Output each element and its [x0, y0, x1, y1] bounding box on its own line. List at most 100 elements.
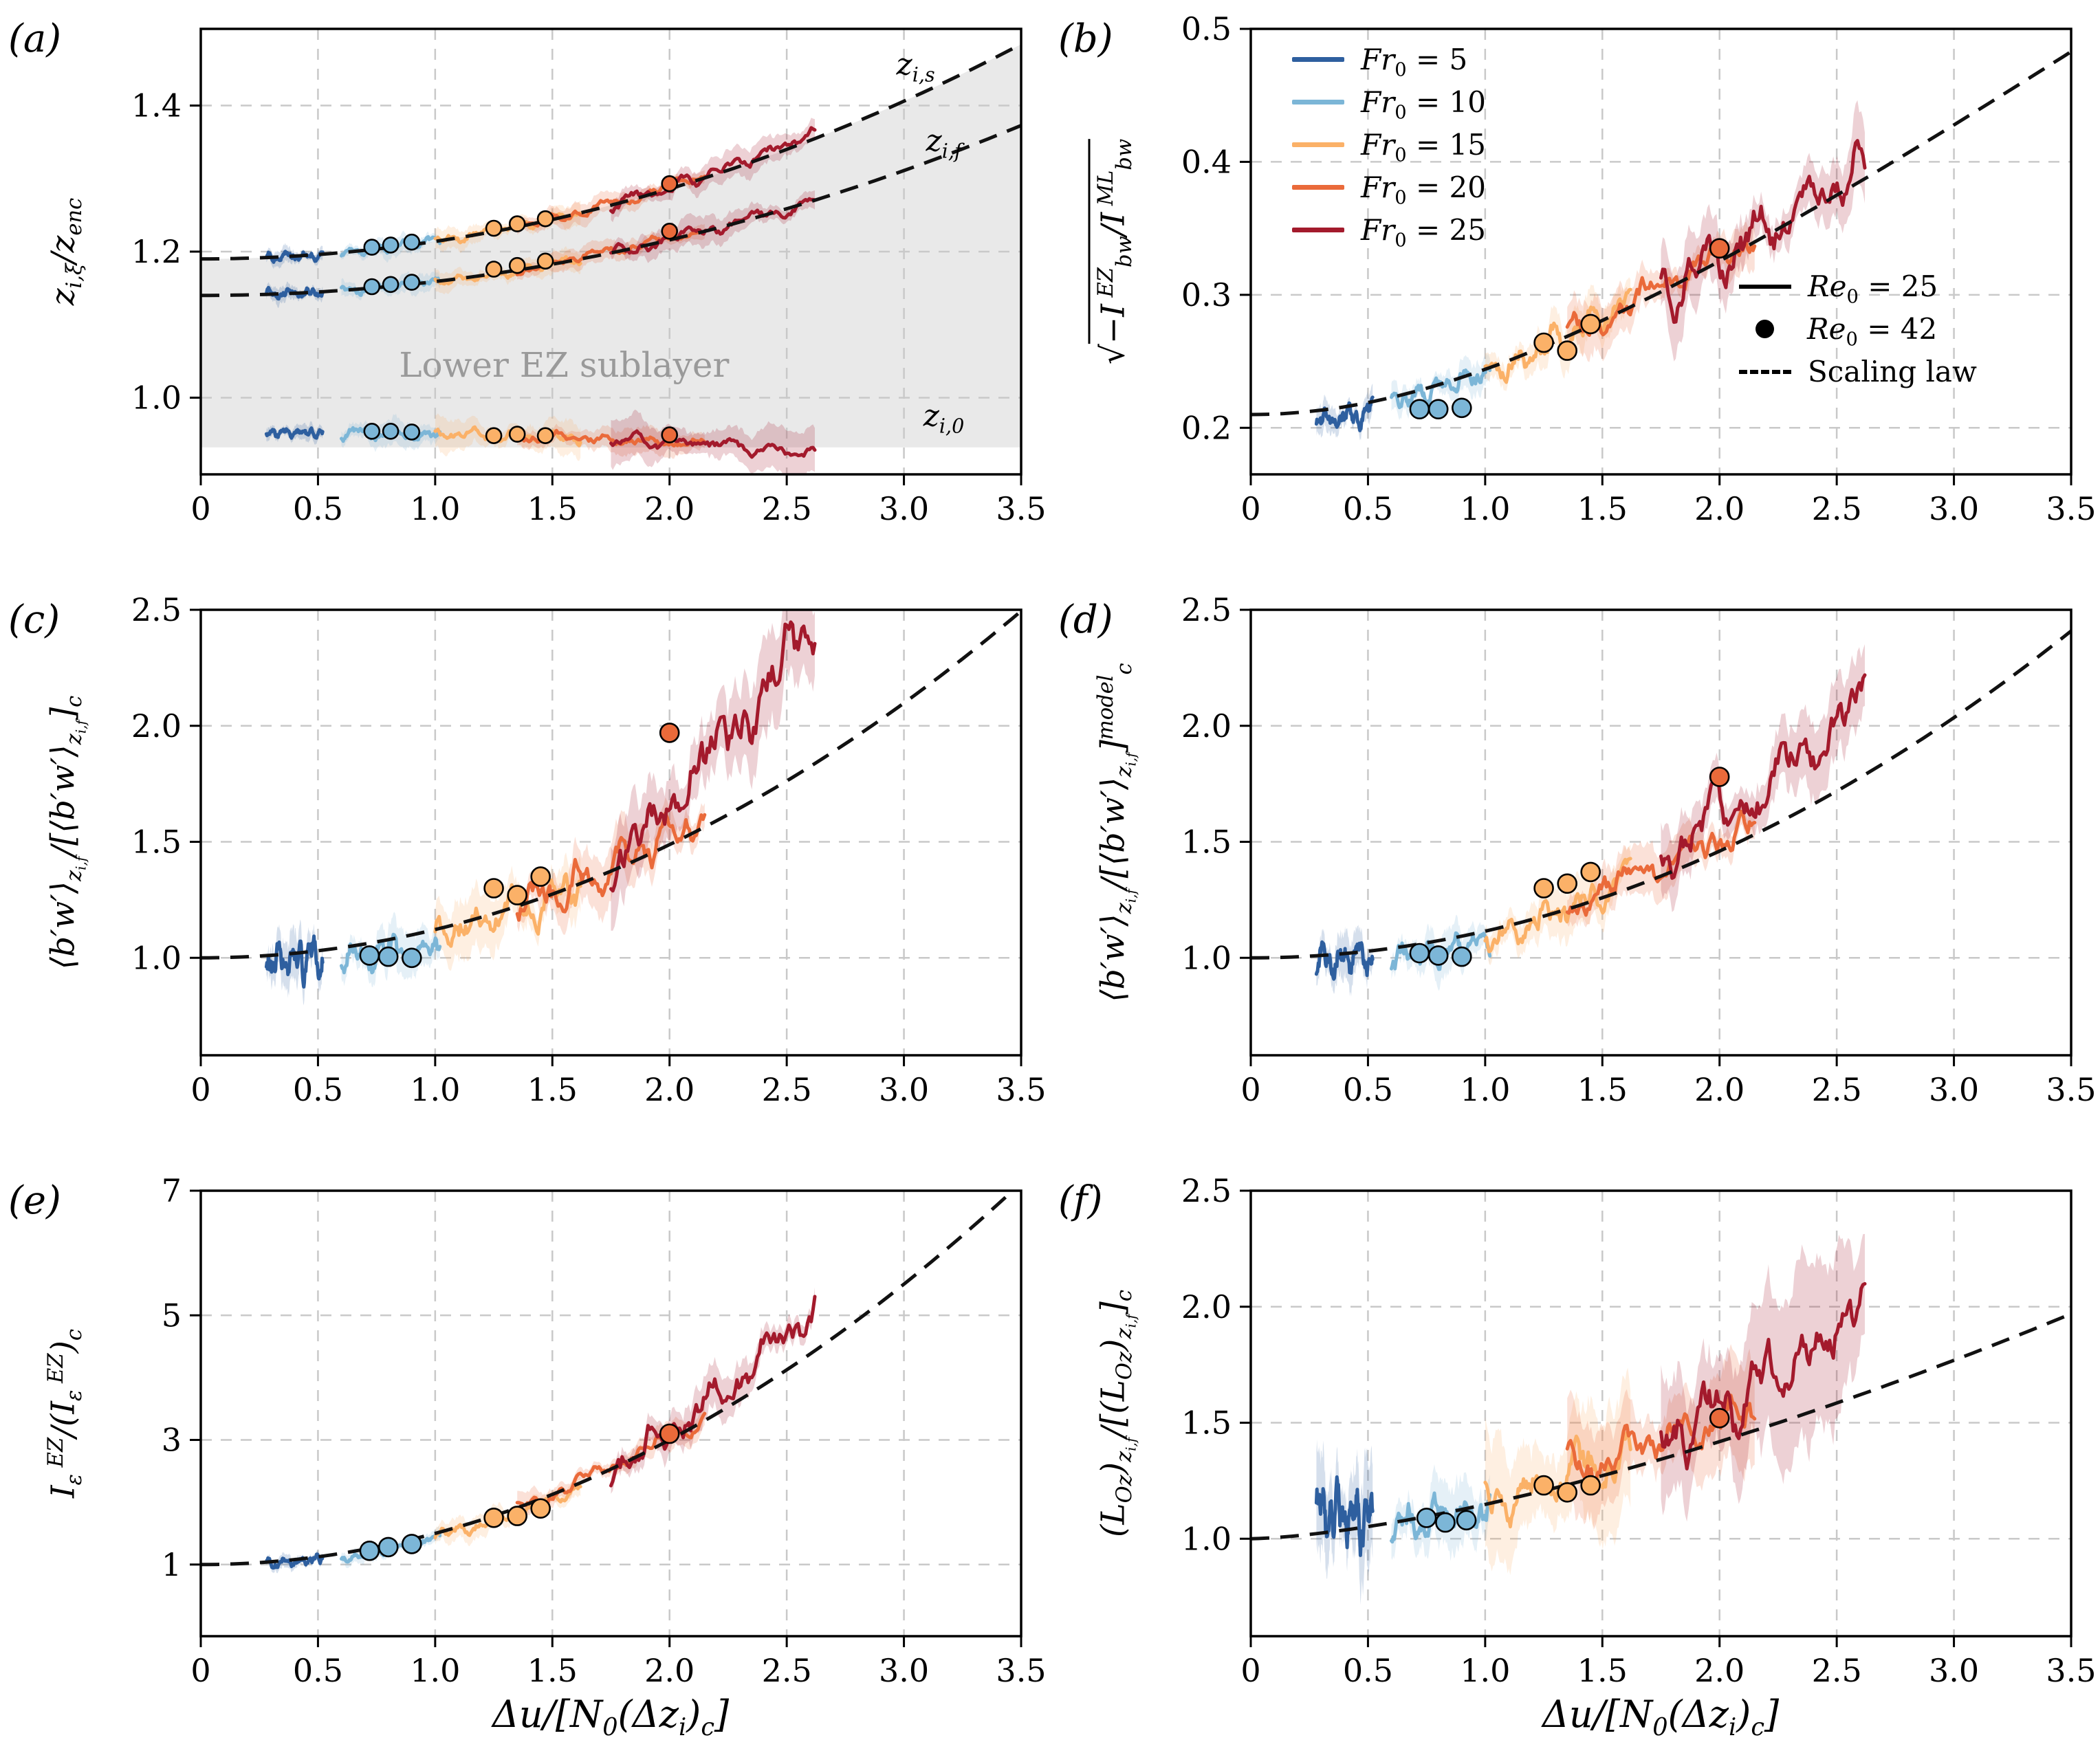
panel-d: (d) ⟨b′w′⟩zi,f/[⟨b′w′⟩zi,f]modelc 0 0.5 1.…	[1050, 581, 2100, 1162]
series-fr5	[1314, 940, 1375, 981]
legend-label: Fr0 = 5	[1361, 43, 1468, 81]
legend-line-icon	[1739, 284, 1791, 289]
series-fr5	[1314, 395, 1375, 432]
panel-a-chart: 0 0.5 1.0 1.5 2.0 2.5 3.0 3.5 1.0 1.2 1.4	[131, 27, 1047, 527]
marker-fr15	[1580, 861, 1601, 883]
legend-entry: Fr0 = 25	[1292, 213, 1486, 250]
x-axis-label: Δu/[N0(Δzi)c]	[1542, 1693, 1780, 1741]
legend-entry: Fr0 = 20	[1292, 170, 1486, 208]
band-fr15	[435, 852, 581, 971]
legend-label: Fr0 = 15	[1361, 128, 1486, 166]
marker-fr15	[508, 426, 526, 443]
x-tick-label: 1.5	[527, 1652, 578, 1689]
x-tick-label: 3.0	[879, 490, 929, 527]
series-fr20	[515, 811, 707, 922]
y-tick-label: 0.3	[1181, 276, 1232, 313]
marker-fr15	[1557, 340, 1578, 361]
marker-fr10	[363, 239, 381, 256]
panel-a-tag: (a)	[8, 16, 62, 61]
band-fr15	[1485, 844, 1631, 965]
series-fr25	[609, 1295, 817, 1488]
panel-a: (a) zi,ξ/zenc 0 0.5 1.0 1.5 2.0 2.5 3.0 3.5 1.0 1…	[0, 0, 1050, 581]
gridlines	[1251, 610, 2071, 1055]
marker-fr10	[359, 1540, 380, 1561]
x-tick-label: 0	[190, 1652, 210, 1689]
scaling-law	[1251, 629, 2071, 960]
series-fr25	[1659, 1281, 1867, 1471]
x-tick-label: 2.5	[762, 490, 812, 527]
x-tick-label: 2.5	[1812, 1652, 1862, 1689]
marker-fr20	[659, 723, 680, 743]
marker-fr10	[382, 276, 400, 294]
marker-fr10	[1409, 399, 1430, 420]
marker-fr20	[1709, 767, 1730, 787]
series-fr25	[1659, 139, 1867, 324]
series-fr15	[1483, 857, 1632, 954]
scaling-law	[201, 610, 1021, 960]
marker-fr10	[1456, 1510, 1477, 1531]
marker-fr10	[1435, 1512, 1456, 1533]
marker-fr15	[485, 261, 503, 278]
marker-fr10	[1451, 946, 1472, 967]
legend-color-swatch	[1292, 142, 1344, 147]
x-tick-label: 0	[1240, 490, 1260, 527]
series-fr10	[1390, 364, 1492, 410]
fr-legend: Fr0 = 5 Fr0 = 10 Fr0 = 15 Fr0 = 20 Fr0 = 25	[1292, 43, 1486, 256]
legend-dash-icon	[1739, 369, 1791, 374]
y-tick-label: 1.0	[1181, 1520, 1232, 1557]
panel-b: (b) √−I EZbw/I MLbw 0 0.5 1.0 1.5 2.0 2.5 3.0 3…	[1050, 0, 2100, 581]
plot-data	[201, 43, 1021, 474]
legend-color-swatch	[1292, 228, 1344, 232]
marker-fr20	[661, 222, 679, 240]
scaling-law	[201, 1191, 1016, 1567]
marker-fr15	[508, 256, 526, 274]
marker-fr15	[485, 427, 503, 445]
series-fr25	[1659, 673, 1867, 880]
x-tick-label: 1.0	[1460, 1071, 1510, 1108]
panel-f-tag: (f)	[1058, 1178, 1103, 1223]
y-tick-label: 0.5	[1181, 10, 1232, 47]
marker-fr20	[661, 175, 679, 192]
marker-fr10	[403, 233, 421, 251]
x-tick-label: 1.0	[1460, 490, 1510, 527]
band-fr25	[1661, 100, 1865, 362]
y-tick-label: 0.4	[1181, 143, 1232, 180]
legend-entry: Scaling law	[1739, 355, 1977, 388]
y-tick-label: 0.2	[1181, 409, 1232, 446]
marker-fr15	[483, 878, 504, 899]
marker-fr10	[401, 1534, 422, 1554]
panel-c: (c) ⟨b′w′⟩zi,f/[⟨b′w′⟩zi,f]c 0 0.5 1.0 1.5 2…	[0, 581, 1050, 1162]
marker-fr15	[483, 1507, 504, 1528]
x-tick-label: 3.5	[996, 1071, 1046, 1108]
panel-c-chart: 0 0.5 1.0 1.5 2.0 2.5 3.0 3.5 1.0 1.5 2.0 2.5	[131, 591, 1047, 1108]
x-tick-label: 1.0	[1460, 1652, 1510, 1689]
marker-fr10	[1428, 945, 1449, 966]
x-tick-label: 2.0	[644, 1652, 694, 1689]
y-tick-label: 1	[162, 1546, 182, 1583]
axes: 0 0.5 1.0 1.5 2.0 2.5 3.0 3.5 1.0 1.5 2.0 2.5	[131, 591, 1047, 1108]
x-tick-label: 3.5	[2046, 1652, 2096, 1689]
marker-fr15	[507, 1506, 528, 1526]
plot-data	[1251, 1233, 2071, 1605]
marker-fr10	[378, 1537, 399, 1558]
x-tick-label: 3.0	[1929, 490, 1979, 527]
axes: 0 0.5 1.0 1.5 2.0 2.5 3.0 3.5 0.2 0.3 0.4 0.5	[1181, 10, 2097, 527]
axes: 0 0.5 1.0 1.5 2.0 2.5 3.0 3.5 1.0 1.2 1.4	[131, 27, 1047, 527]
marker-fr10	[1416, 1508, 1437, 1528]
gridlines	[201, 29, 1021, 474]
y-tick-label: 1.2	[131, 233, 182, 270]
x-tick-label: 0	[1240, 1071, 1260, 1108]
x-tick-label: 3.0	[1929, 1652, 1979, 1689]
x-tick-label: 1.5	[527, 1071, 578, 1108]
curve-label-zis: zi,s	[896, 47, 935, 87]
scaling-law	[1251, 49, 2071, 417]
marker-fr20	[661, 426, 679, 443]
marker-fr10	[382, 236, 400, 254]
panel-e-tag: (e)	[8, 1178, 61, 1223]
series-fr25	[609, 620, 817, 893]
marker-fr15	[536, 210, 554, 228]
x-tick-label: 1.5	[1577, 490, 1628, 527]
style-legend: Re0 = 25 Re0 = 42 Scaling law	[1739, 269, 1977, 397]
curve-label-zi0: zi,0	[923, 398, 965, 438]
marker-fr10	[403, 423, 421, 441]
